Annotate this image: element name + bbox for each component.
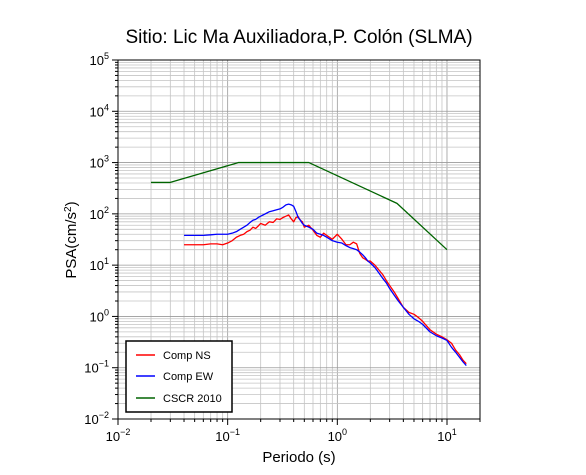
x-tick-label: 100	[328, 427, 347, 444]
y-axis-ticks: 10−2 10−1 100 101 102 103 104 105	[84, 51, 118, 427]
chart-title: Sitio: Lic Ma Auxiliadora,P. Colón (SLMA…	[125, 27, 472, 48]
y-axis-label-superscript: 2	[63, 206, 74, 212]
series-line-comp-ns	[184, 214, 467, 365]
series-line-comp-ew	[184, 203, 467, 367]
y-axis-label: PSA(cm/s2)	[63, 201, 81, 278]
y-tick-label: 100	[90, 307, 109, 324]
data-series	[151, 161, 467, 367]
x-axis-ticks: 10−2 10−1 100 101	[106, 419, 481, 444]
y-tick-label: 10−1	[84, 359, 109, 376]
y-axis-label-main: PSA(cm/s	[63, 212, 80, 279]
x-tick-label: 101	[437, 427, 456, 444]
y-tick-label: 105	[90, 51, 109, 68]
y-tick-label: 102	[90, 205, 109, 222]
y-tick-label: 104	[90, 102, 109, 119]
series-line-cscr-2010	[151, 161, 448, 251]
x-tick-label: 10−2	[106, 427, 131, 444]
legend-label-cscr: CSCR 2010	[163, 393, 222, 405]
grid-lines	[118, 60, 480, 419]
y-tick-label: 10−2	[84, 410, 109, 427]
y-axis-label-suffix: )	[63, 201, 80, 206]
legend-label-ew: Comp EW	[163, 371, 214, 383]
y-tick-label: 101	[90, 256, 109, 273]
legend-label-ns: Comp NS	[163, 350, 211, 362]
legend: Comp NS Comp EW CSCR 2010	[125, 340, 233, 413]
x-axis-label: Periodo (s)	[262, 449, 335, 466]
x-tick-label: 10−1	[215, 427, 240, 444]
y-tick-label: 103	[90, 154, 109, 171]
plot-frame	[117, 59, 481, 420]
